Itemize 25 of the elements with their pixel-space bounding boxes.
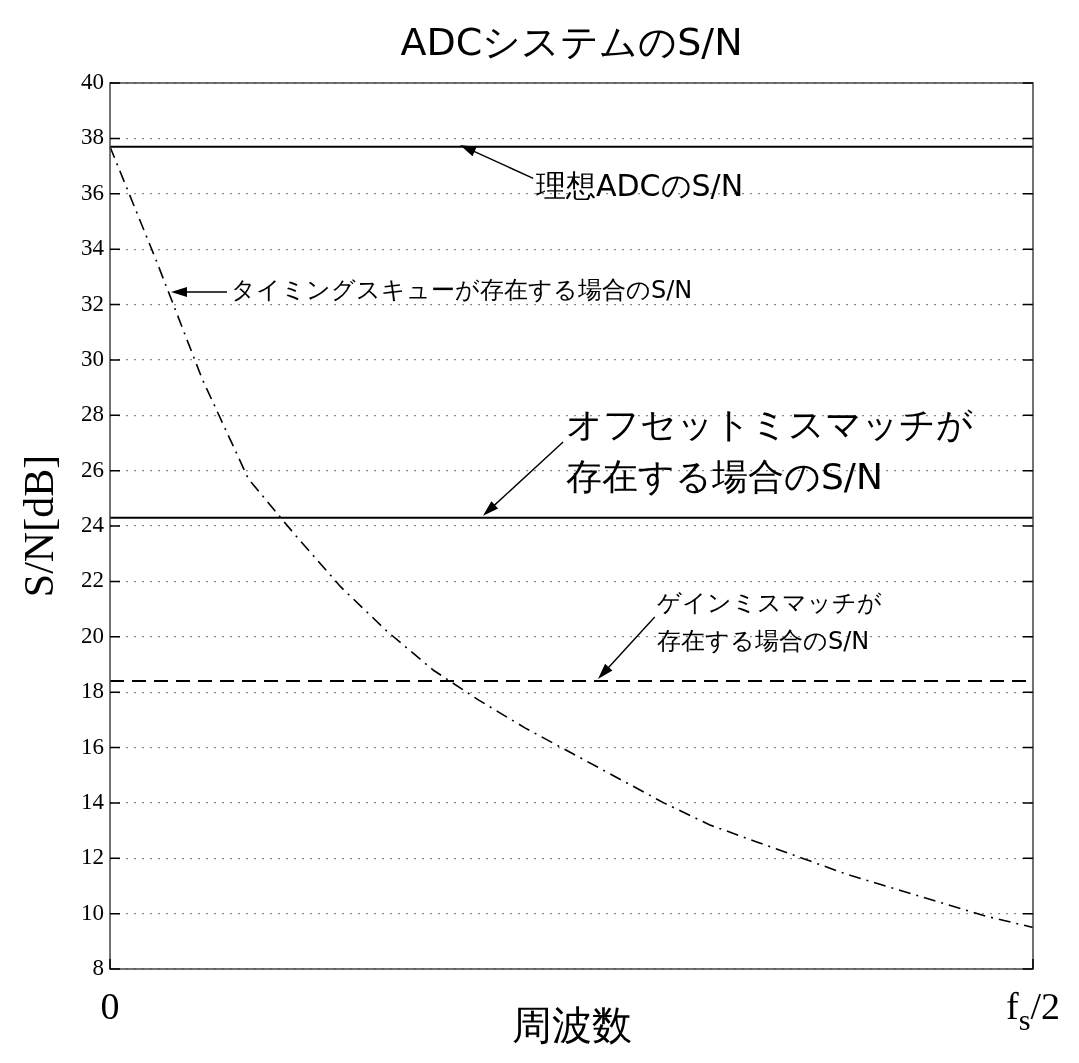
chart-title: ADCシステムのS/N <box>400 19 743 64</box>
y-tick-label: 8 <box>92 955 104 981</box>
y-tick-label: 38 <box>81 124 104 150</box>
y-tick-label: 40 <box>81 69 104 95</box>
x-tick-label: 0 <box>100 984 120 1027</box>
y-tick-label: 28 <box>81 401 104 427</box>
y-tick-label: 22 <box>81 567 104 593</box>
y-tick-label: 36 <box>81 179 104 205</box>
y-tick-label: 24 <box>81 512 105 538</box>
y-axis-title: S/N[dB] <box>16 454 63 598</box>
y-tick-label: 16 <box>81 733 104 759</box>
y-tick-label: 10 <box>81 899 104 925</box>
annotation: タイミングスキューが存在する場合のS/N <box>230 276 693 305</box>
x-axis-title: 周波数 <box>511 1002 632 1049</box>
y-tick-label: 34 <box>81 235 105 261</box>
ref-line-label: 理想ADCのS/N <box>536 167 744 203</box>
y-tick-label: 12 <box>81 844 104 870</box>
legend-label: オフセットミスマッチが存在する場合のS/N <box>566 404 973 498</box>
y-tick-label: 14 <box>81 788 105 814</box>
y-tick-label: 26 <box>81 456 104 482</box>
y-tick-label: 32 <box>81 290 104 316</box>
y-tick-label: 20 <box>81 622 104 648</box>
y-tick-label: 30 <box>81 345 104 371</box>
ref-line-label: ゲインミスマッチが存在する場合のS/N <box>657 589 882 656</box>
y-tick-label: 18 <box>81 678 104 704</box>
